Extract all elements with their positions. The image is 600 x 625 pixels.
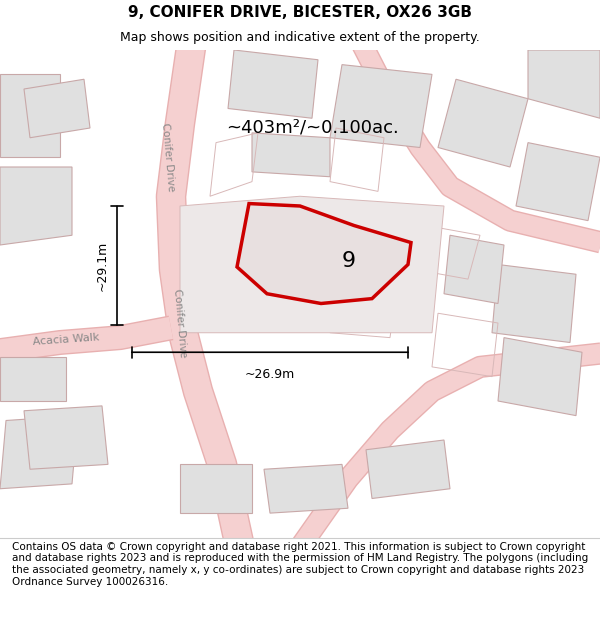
Polygon shape — [330, 64, 432, 148]
Polygon shape — [438, 79, 528, 167]
Polygon shape — [0, 74, 60, 158]
Text: Acacia Walk: Acacia Walk — [32, 332, 100, 348]
Polygon shape — [498, 338, 582, 416]
Polygon shape — [228, 50, 318, 118]
Polygon shape — [528, 50, 600, 118]
Polygon shape — [252, 133, 330, 177]
Text: ~403m²/~0.100ac.: ~403m²/~0.100ac. — [226, 119, 398, 137]
Polygon shape — [492, 264, 576, 342]
Text: 9: 9 — [341, 251, 355, 271]
Polygon shape — [24, 406, 108, 469]
Text: ~26.9m: ~26.9m — [245, 368, 295, 381]
Text: Map shows position and indicative extent of the property.: Map shows position and indicative extent… — [120, 31, 480, 44]
Polygon shape — [180, 464, 252, 513]
Text: Conifer Drive: Conifer Drive — [160, 122, 176, 192]
Polygon shape — [24, 79, 90, 138]
Text: 9, CONIFER DRIVE, BICESTER, OX26 3GB: 9, CONIFER DRIVE, BICESTER, OX26 3GB — [128, 5, 472, 20]
Polygon shape — [180, 196, 444, 332]
Text: Conifer Drive: Conifer Drive — [172, 288, 188, 357]
Polygon shape — [366, 440, 450, 499]
Polygon shape — [0, 416, 78, 489]
Polygon shape — [237, 204, 411, 304]
Polygon shape — [0, 357, 66, 401]
Text: ~29.1m: ~29.1m — [95, 241, 109, 291]
Polygon shape — [444, 235, 504, 304]
Polygon shape — [264, 464, 348, 513]
Polygon shape — [516, 142, 600, 221]
Polygon shape — [0, 167, 72, 245]
Text: Contains OS data © Crown copyright and database right 2021. This information is : Contains OS data © Crown copyright and d… — [12, 542, 588, 587]
